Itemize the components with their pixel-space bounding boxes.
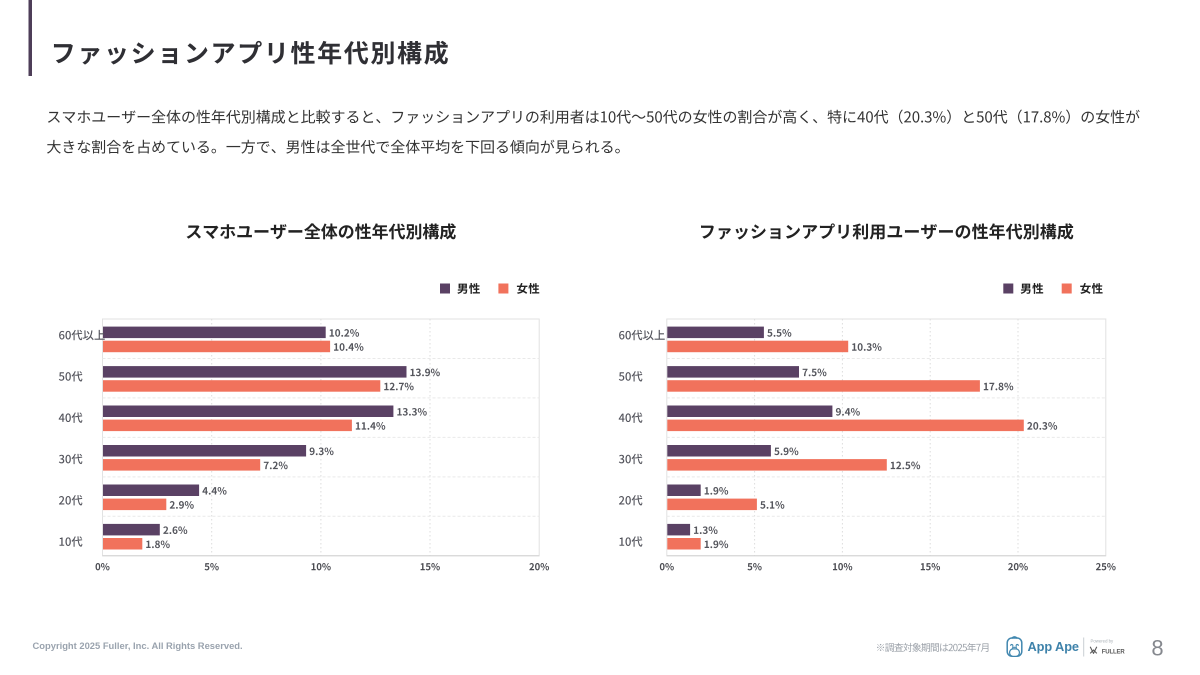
svg-text:Powered by: Powered by <box>1091 639 1115 644</box>
svg-text:App Ape: App Ape <box>1028 639 1079 654</box>
svg-text:8: 8 <box>1151 636 1163 661</box>
svg-text:Copyright 2025 Fuller, Inc. Al: Copyright 2025 Fuller, Inc. All Rights R… <box>33 640 243 651</box>
svg-text:FULLER: FULLER <box>1102 650 1126 656</box>
